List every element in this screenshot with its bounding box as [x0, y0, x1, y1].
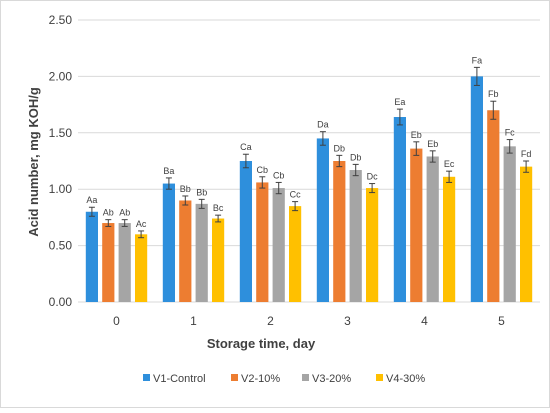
- legend-swatch: [376, 374, 383, 381]
- x-tick-label: 4: [421, 314, 428, 328]
- legend-swatch: [302, 374, 309, 381]
- data-label: Aa: [86, 195, 97, 205]
- bar: [179, 200, 192, 302]
- bar: [85, 211, 98, 302]
- bar: [135, 234, 148, 302]
- data-label: Fb: [488, 89, 499, 99]
- bar: [102, 223, 115, 302]
- data-label: Fd: [521, 149, 532, 159]
- grid-layer: [78, 19, 540, 303]
- legend-label: V1-Control: [153, 373, 206, 385]
- bar: [503, 146, 516, 302]
- legend-swatch: [143, 374, 150, 381]
- x-tick-label: 2: [267, 314, 274, 328]
- data-label: Ba: [163, 166, 174, 176]
- bar: [256, 182, 269, 302]
- y-tick-label: 0.00: [49, 295, 73, 309]
- y-tick-label: 2.00: [49, 69, 73, 83]
- legend-label: V4-30%: [386, 373, 425, 385]
- data-label: Ab: [119, 208, 130, 218]
- data-label: Ab: [103, 208, 114, 218]
- legend: V1-Control V2-10% V3-20% V4-30%: [143, 373, 425, 385]
- data-label: Da: [317, 120, 329, 130]
- bar: [212, 218, 225, 302]
- bar: [333, 161, 346, 302]
- x-axis-title: Storage time, day: [207, 336, 316, 351]
- bar: [162, 183, 175, 302]
- label-layer: Aa Ab Ab Ac Ba Bb Bb Bc Ca Cb Cb Cc Da Db Db Dc Ea Eb Eb Ec…: [86, 55, 531, 229]
- x-tick-label: 3: [344, 314, 351, 328]
- bar: [272, 188, 285, 302]
- bar: [470, 76, 483, 303]
- bar: [366, 188, 379, 302]
- data-label: Fc: [505, 128, 515, 138]
- bar: [487, 110, 500, 303]
- data-label: Db: [350, 152, 362, 162]
- data-label: Bb: [180, 184, 191, 194]
- y-axis-title: Acid number, mg KOH/g: [26, 87, 41, 237]
- y-tick-label: 0.50: [49, 239, 73, 253]
- legend-label: V3-20%: [312, 373, 351, 385]
- y-tick-label: 1.50: [49, 126, 73, 140]
- data-label: Cb: [273, 170, 285, 180]
- bar: [239, 161, 252, 302]
- data-label: Cb: [257, 165, 269, 175]
- x-tick-label: 0: [113, 314, 120, 328]
- bar-layer: [85, 66, 533, 303]
- tick-layer: 0.00 0.50 1.00 1.50 2.00 2.50 0 1 2 3 4 5: [49, 13, 506, 328]
- x-tick-label: 5: [498, 314, 505, 328]
- data-label: Bb: [196, 187, 207, 197]
- data-label: Db: [334, 143, 346, 153]
- bar: [289, 206, 302, 302]
- x-tick-label: 1: [190, 314, 197, 328]
- bar: [410, 148, 423, 302]
- y-tick-label: 2.50: [49, 13, 73, 27]
- data-label: Ca: [240, 142, 252, 152]
- data-label: Eb: [411, 130, 422, 140]
- bar: [426, 156, 439, 302]
- bar: [393, 117, 406, 303]
- data-label: Eb: [427, 139, 438, 149]
- data-label: Fa: [472, 55, 483, 65]
- legend-swatch: [231, 374, 238, 381]
- legend-label: V2-10%: [241, 373, 280, 385]
- data-label: Cc: [290, 190, 301, 200]
- bar: [118, 223, 131, 302]
- bar: [316, 138, 329, 302]
- bar: [443, 176, 456, 302]
- y-tick-label: 1.00: [49, 182, 73, 196]
- data-label: Ec: [444, 159, 455, 169]
- data-label: Dc: [367, 172, 378, 182]
- bar: [195, 203, 208, 302]
- bar: [520, 166, 533, 302]
- bar: [349, 170, 362, 302]
- data-label: Ac: [136, 219, 147, 229]
- data-label: Bc: [213, 203, 224, 213]
- data-label: Ea: [394, 97, 405, 107]
